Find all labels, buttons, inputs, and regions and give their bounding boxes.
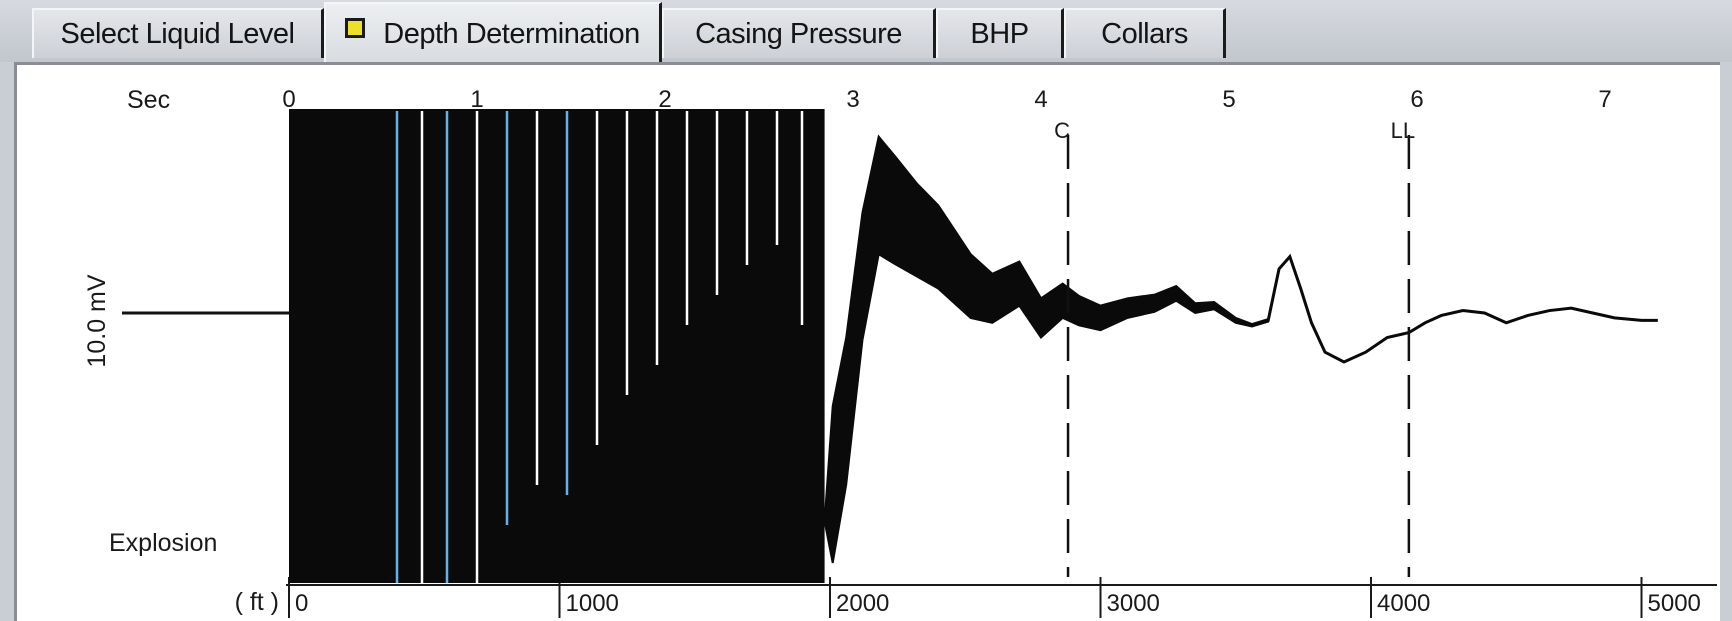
time-tick-label: 7 [1598,86,1611,113]
tab-select-liquid-level[interactable]: Select Liquid Level [32,8,324,58]
tab-label: Depth Determination [383,18,640,50]
time-tick-label: 3 [846,86,859,113]
acoustic-trace-chart: Sec Explosion 10.0 mV ( ft ) 0 1000 2000 30… [83,86,1717,618]
time-axis-label: Sec [127,86,170,114]
tab-depth-determination[interactable]: Depth Determination [324,2,662,62]
depth-tick-label: 1000 [566,590,619,617]
marker-label: LL [1391,118,1415,143]
depth-tick-label: 2000 [836,590,889,617]
tab-label: Select Liquid Level [60,17,295,50]
tab-label: BHP [970,17,1029,50]
acoustic-chart-panel: Sec Explosion 10.0 mV ( ft ) 0 1000 2000 30… [14,62,1720,621]
time-tick-label: 1 [470,86,483,113]
time-tick-label: 5 [1222,86,1235,113]
depth-tick-label: 3000 [1107,590,1160,617]
depth-tick-label: 0 [295,590,308,617]
acoustic-trace-line [823,192,1658,522]
y-axis-label: 10.0 mV [83,274,111,367]
saturated-signal-block [289,109,825,583]
depth-tick-label: 5000 [1648,590,1701,617]
depth-tick-label: 4000 [1377,590,1430,617]
acoustic-trace-envelope [823,134,1658,564]
time-tick-label: 6 [1410,86,1423,113]
marker-label: C [1054,118,1070,143]
tab-label: Casing Pressure [695,17,902,50]
time-tick-label: 0 [282,86,295,113]
tab-casing-pressure[interactable]: Casing Pressure [662,8,936,58]
tab-strip: Select Liquid Level Depth Determination … [0,0,1732,62]
tab-label: Collars [1101,17,1188,50]
tab-bhp[interactable]: BHP [936,8,1064,58]
time-tick-label: 2 [658,86,671,113]
depth-axis-label: ( ft ) [235,588,279,616]
active-indicator-icon [345,18,366,38]
chart-marks: 0 1000 2000 3000 4000 5000 0 1 2 3 4 5 6 7 C LL [122,86,1701,618]
time-tick-label: 4 [1034,86,1047,113]
explosion-label: Explosion [109,529,217,557]
tab-collars[interactable]: Collars [1064,8,1226,58]
